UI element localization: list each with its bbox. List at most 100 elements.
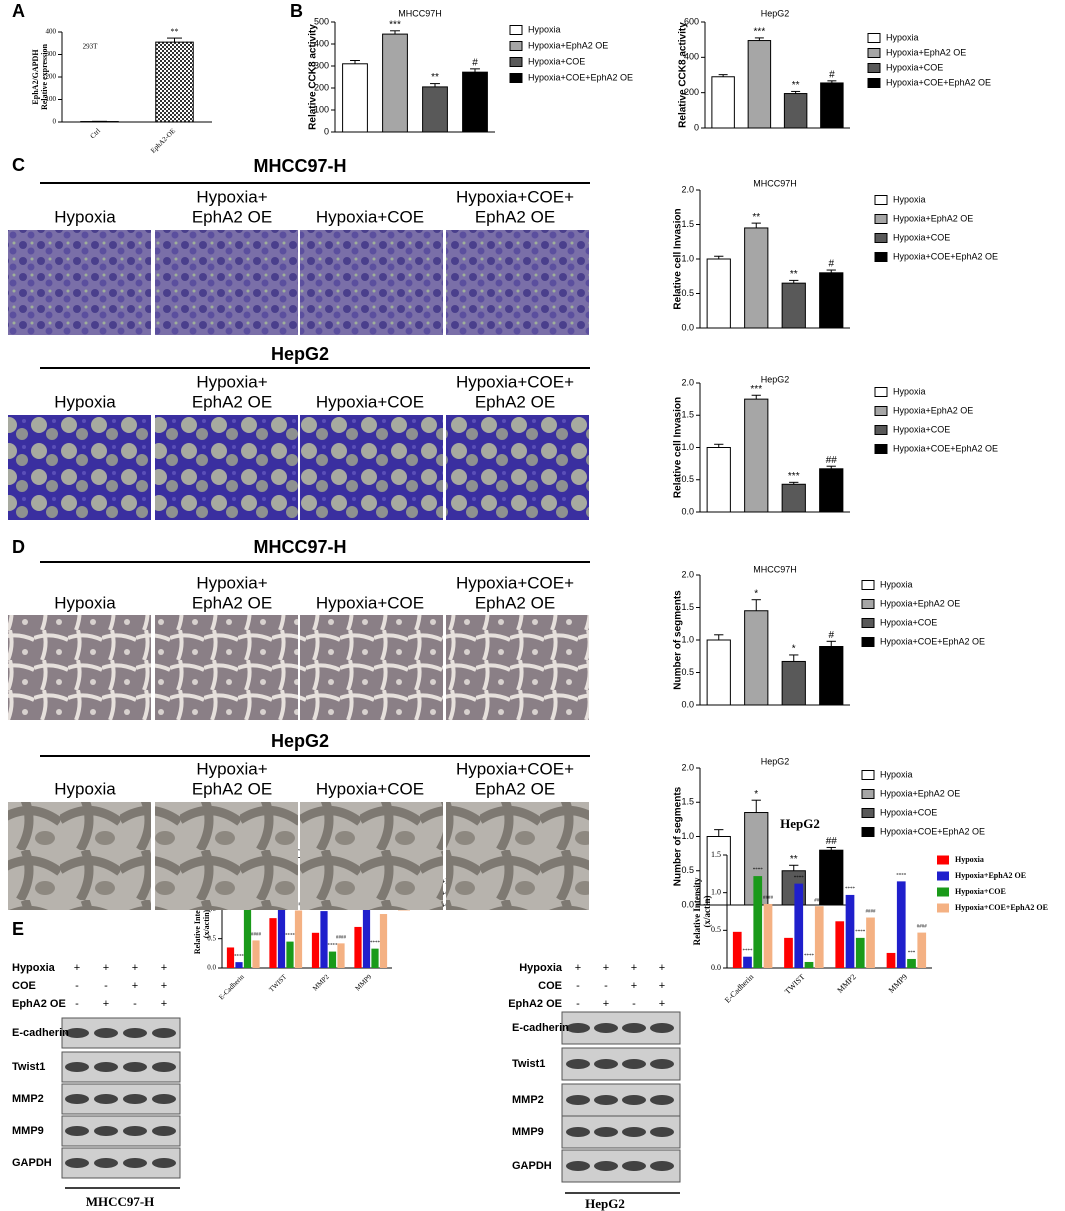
significance-label: ** [431, 72, 439, 83]
condition-label: Hypoxia+COE+ [456, 187, 574, 206]
micrograph [8, 615, 151, 720]
legend-swatch [937, 887, 949, 897]
legend-label: Hypoxia+COE [893, 424, 950, 434]
x-tick-label: Ctrl [89, 127, 102, 140]
treatment-sign: + [132, 962, 138, 974]
x-tick-label: TWIST [268, 972, 289, 993]
treatment-sign: - [576, 998, 580, 1010]
bar [342, 63, 368, 133]
legend-label: Hypoxia+EphA2 OE [893, 405, 973, 415]
protein-label: GAPDH [12, 1157, 52, 1169]
bar [379, 914, 388, 968]
y-tick-label: 1.5 [681, 410, 694, 420]
y-tick-label: 200 [684, 87, 699, 97]
bar [819, 468, 844, 513]
protein-label: MMP2 [12, 1093, 44, 1105]
bar [907, 958, 916, 968]
condition-label: Hypoxia+COE+ [456, 573, 574, 592]
condition-label: Hypoxia+ [196, 573, 267, 592]
treatment-sign: + [603, 998, 609, 1010]
legend-label: Hypoxia+COE+EphA2 OE [880, 826, 985, 836]
legend-swatch [867, 63, 881, 73]
blot-band [123, 1158, 147, 1168]
bar [311, 932, 320, 968]
y-tick-label: 0.0 [681, 322, 694, 332]
significance-label: ** [790, 854, 798, 865]
treatment-label: EphA2 OE [508, 998, 562, 1010]
protein-label: MMP9 [12, 1125, 44, 1137]
y-tick-label: 0.0 [681, 506, 694, 516]
legend-label: Hypoxia+COE+EphA2 OE [893, 443, 998, 453]
significance-label: #### [917, 925, 928, 930]
y-axis-label: Relative cell Invasion [673, 397, 684, 498]
blot-band [94, 1158, 118, 1168]
legend-label: Hypoxia+COE [893, 232, 950, 242]
legend-swatch [874, 425, 888, 435]
significance-label: # [828, 259, 834, 270]
y-tick-label: 100 [46, 95, 57, 103]
significance-label: # [828, 630, 834, 641]
treatment-label: COE [538, 980, 562, 992]
significance-label: #### [251, 933, 262, 938]
legend-label: Hypoxia+COE+EphA2 OE [886, 77, 991, 87]
chart-title: HepG2 [761, 8, 790, 18]
significance-label: **** [855, 930, 866, 935]
y-tick-label: 0 [53, 118, 57, 126]
blot-band [65, 1028, 89, 1038]
micrograph [8, 415, 151, 520]
y-tick-label: 2.0 [681, 184, 694, 194]
significance-label: # [829, 69, 835, 80]
condition-label: EphA2 OE [192, 593, 272, 612]
legend-swatch [867, 33, 881, 43]
blot-band [650, 1161, 674, 1171]
significance-label: ## [826, 836, 838, 847]
y-tick-label: 1.0 [711, 887, 721, 896]
legend-swatch [861, 599, 875, 609]
legend-label: Hypoxia+COE [880, 617, 937, 627]
legend-label: Hypoxia+EphA2 OE [955, 871, 1026, 880]
significance-label: **** [794, 876, 805, 881]
bar [845, 894, 855, 968]
chart-title: HepG2 [780, 816, 820, 831]
legend-swatch [509, 57, 523, 67]
bar [462, 71, 488, 133]
legend-label: Hypoxia+COE+EphA2 OE [528, 72, 633, 82]
protein-label: Twist1 [12, 1061, 45, 1073]
blot-band [152, 1126, 176, 1136]
y-tick-label: 600 [684, 16, 699, 26]
significance-label: **** [370, 941, 381, 946]
significance-label: # [472, 58, 478, 69]
panel-label: E [12, 919, 24, 939]
y-tick-label: 0.0 [711, 963, 721, 972]
chart-title: HepG2 [761, 374, 790, 384]
blot-band [622, 1161, 646, 1171]
bar [820, 82, 844, 129]
treatment-label: EphA2 OE [12, 998, 66, 1010]
x-tick-label: MMP9 [354, 973, 374, 993]
y-tick-label: 0.5 [207, 934, 216, 942]
x-tick-label: MMP2 [835, 972, 857, 994]
legend-swatch [874, 387, 888, 397]
legend-swatch [874, 214, 888, 224]
legend-label: Hypoxia+COE+EphA2 OE [893, 251, 998, 261]
micrograph [155, 230, 298, 335]
bar [706, 447, 731, 513]
legend-swatch [861, 618, 875, 628]
bar [371, 948, 379, 968]
condition-label: EphA2 OE [475, 207, 555, 226]
legend-label: Hypoxia [880, 579, 913, 589]
bar [896, 881, 906, 968]
treatment-sign: + [659, 962, 665, 974]
x-tick-label: TWIST [783, 972, 807, 996]
significance-label: *** [389, 19, 401, 30]
y-axis-label: Relative CCK8 activity [308, 24, 319, 130]
treatment-sign: - [75, 980, 79, 992]
blot-band [94, 1094, 118, 1104]
significance-label: **** [896, 874, 907, 879]
bar [917, 932, 927, 968]
y-tick-label: 0.0 [681, 699, 694, 709]
legend-swatch [861, 789, 875, 799]
bar [744, 227, 769, 329]
legend-swatch [874, 195, 888, 205]
protein-label: GAPDH [512, 1160, 552, 1172]
